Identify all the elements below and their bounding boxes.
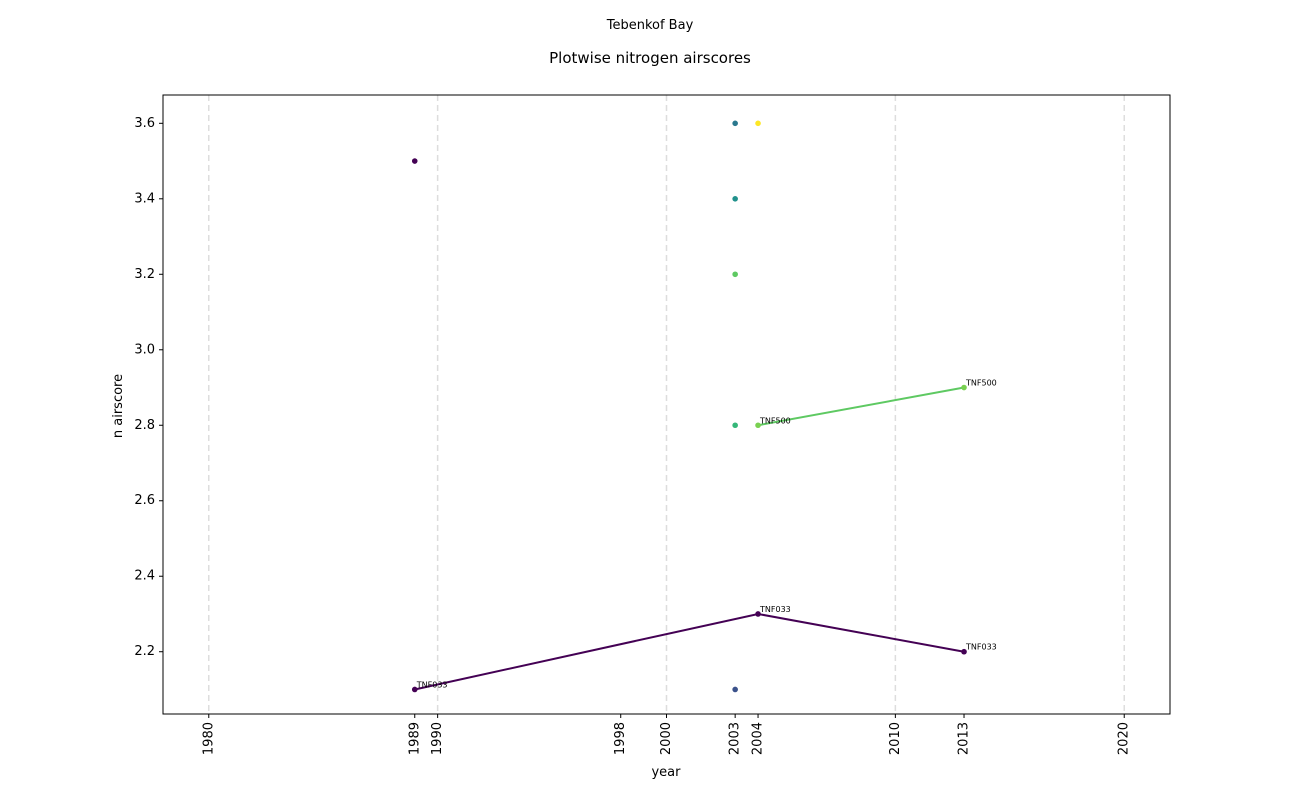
point-label-tnf033: TNF033 (416, 680, 448, 689)
point-label-tnf033: TNF033 (759, 605, 791, 614)
chart-title: Plotwise nitrogen airscores (549, 49, 751, 67)
series-lines (414, 386, 965, 691)
point-label-tnf033: TNF033 (965, 643, 997, 652)
x-tick-label-1990: 1990 (430, 722, 445, 755)
x-tick-label-2003: 2003 (728, 722, 743, 755)
point-label-tnf500: TNF500 (759, 416, 791, 425)
y-tick-label: 3.2 (134, 267, 155, 282)
figure-suptitle: Tebenkof Bay (606, 18, 694, 33)
y-tick-label: 2.4 (134, 569, 155, 584)
grid-layer (208, 95, 1125, 714)
point-labels: TNF033 TNF033 TNF033 TNF500 TNF500 (416, 379, 997, 690)
y-tick-label: 3.0 (134, 342, 155, 357)
y-tick-label: 3.6 (134, 116, 155, 131)
series-line-tnf500 (757, 386, 965, 427)
data-point (411, 686, 418, 693)
data-point (732, 195, 738, 202)
x-tick-label-2000: 2000 (659, 722, 674, 755)
x-tick-label-1980: 1980 (201, 722, 216, 755)
data-point (732, 271, 738, 278)
data-point (755, 611, 761, 617)
data-point (732, 120, 738, 127)
data-point (755, 422, 761, 429)
data-point (732, 422, 738, 429)
y-tick-label: 2.8 (134, 418, 155, 433)
data-point (755, 120, 761, 127)
data-point (732, 686, 738, 693)
x-tick-label-2010: 2010 (888, 722, 903, 755)
data-point (411, 158, 418, 164)
point-label-tnf500: TNF500 (965, 379, 997, 388)
x-tick-label-2020: 2020 (1117, 722, 1132, 755)
y-tick-label: 3.4 (134, 191, 155, 206)
data-point (961, 384, 967, 391)
data-point (961, 648, 967, 655)
x-tick-label-1989: 1989 (407, 722, 422, 755)
x-tick-label-1998: 1998 (613, 722, 628, 755)
x-axis: 1980 1989 1990 1998 2000 2003 2004 2010 2013 2020 (201, 714, 1132, 755)
x-tick-label-2004: 2004 (751, 722, 766, 755)
y-axis: 2.2 2.4 2.6 2.8 3.0 3.2 3.4 3.6 (134, 116, 163, 659)
y-tick-label: 2.6 (134, 493, 155, 508)
data-points (411, 120, 967, 693)
y-axis-label: n airscore (111, 374, 126, 438)
x-tick-label-2013: 2013 (957, 722, 972, 755)
x-axis-label: year (651, 765, 681, 780)
series-line-tnf033 (414, 612, 965, 691)
y-tick-label: 2.2 (134, 644, 155, 659)
